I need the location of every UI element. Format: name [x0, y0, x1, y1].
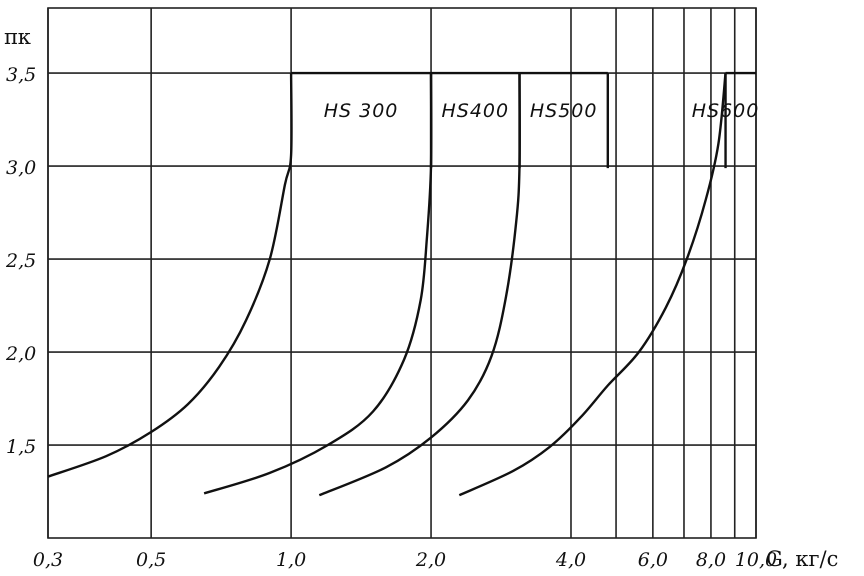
series-boxes: [291, 71, 756, 169]
series-curves: [47, 72, 727, 497]
y-tick-label: 3,5: [6, 64, 36, 86]
y-tick-label: 2,0: [5, 343, 36, 365]
x-tick-label: 0,3: [33, 549, 63, 571]
x-tick-label: 10,0: [735, 549, 777, 571]
series-label-hs600: HS600: [692, 100, 760, 122]
y-tick-label: 1,5: [6, 436, 36, 458]
series-label-hs400: HS400: [441, 100, 509, 122]
series-label-hs300: HS 300: [324, 100, 399, 122]
x-axis-label: G, кг/с: [766, 547, 838, 571]
x-tick-label: 4,0: [555, 549, 586, 571]
y-tick-label: 3,0: [6, 157, 36, 179]
series-curve-hs400: [203, 73, 433, 495]
y-axis-label: πк: [4, 25, 31, 49]
x-tick-label: 6,0: [638, 549, 668, 571]
series-curve-hs500: [318, 73, 521, 497]
grid: [47, 7, 757, 539]
x-tick-label: 0,5: [136, 549, 166, 571]
x-tick-label: 8,0: [696, 549, 726, 571]
series-labels: HS 300 HS400 HS500 HS600: [324, 100, 760, 122]
series-curve-hs300: [47, 73, 293, 478]
x-tick-label: 1,0: [276, 549, 306, 571]
x-tick-label: 2,0: [415, 549, 446, 571]
y-tick-label: 2,5: [5, 250, 36, 272]
series-curve-hs600: [458, 72, 727, 497]
tick-labels: 0,3 0,5 1,0 2,0 4,0 6,0 8,0 10,0 1,5 2,0 2,5 3,0 3,5: [5, 64, 777, 571]
series-label-hs500: HS500: [530, 100, 598, 122]
